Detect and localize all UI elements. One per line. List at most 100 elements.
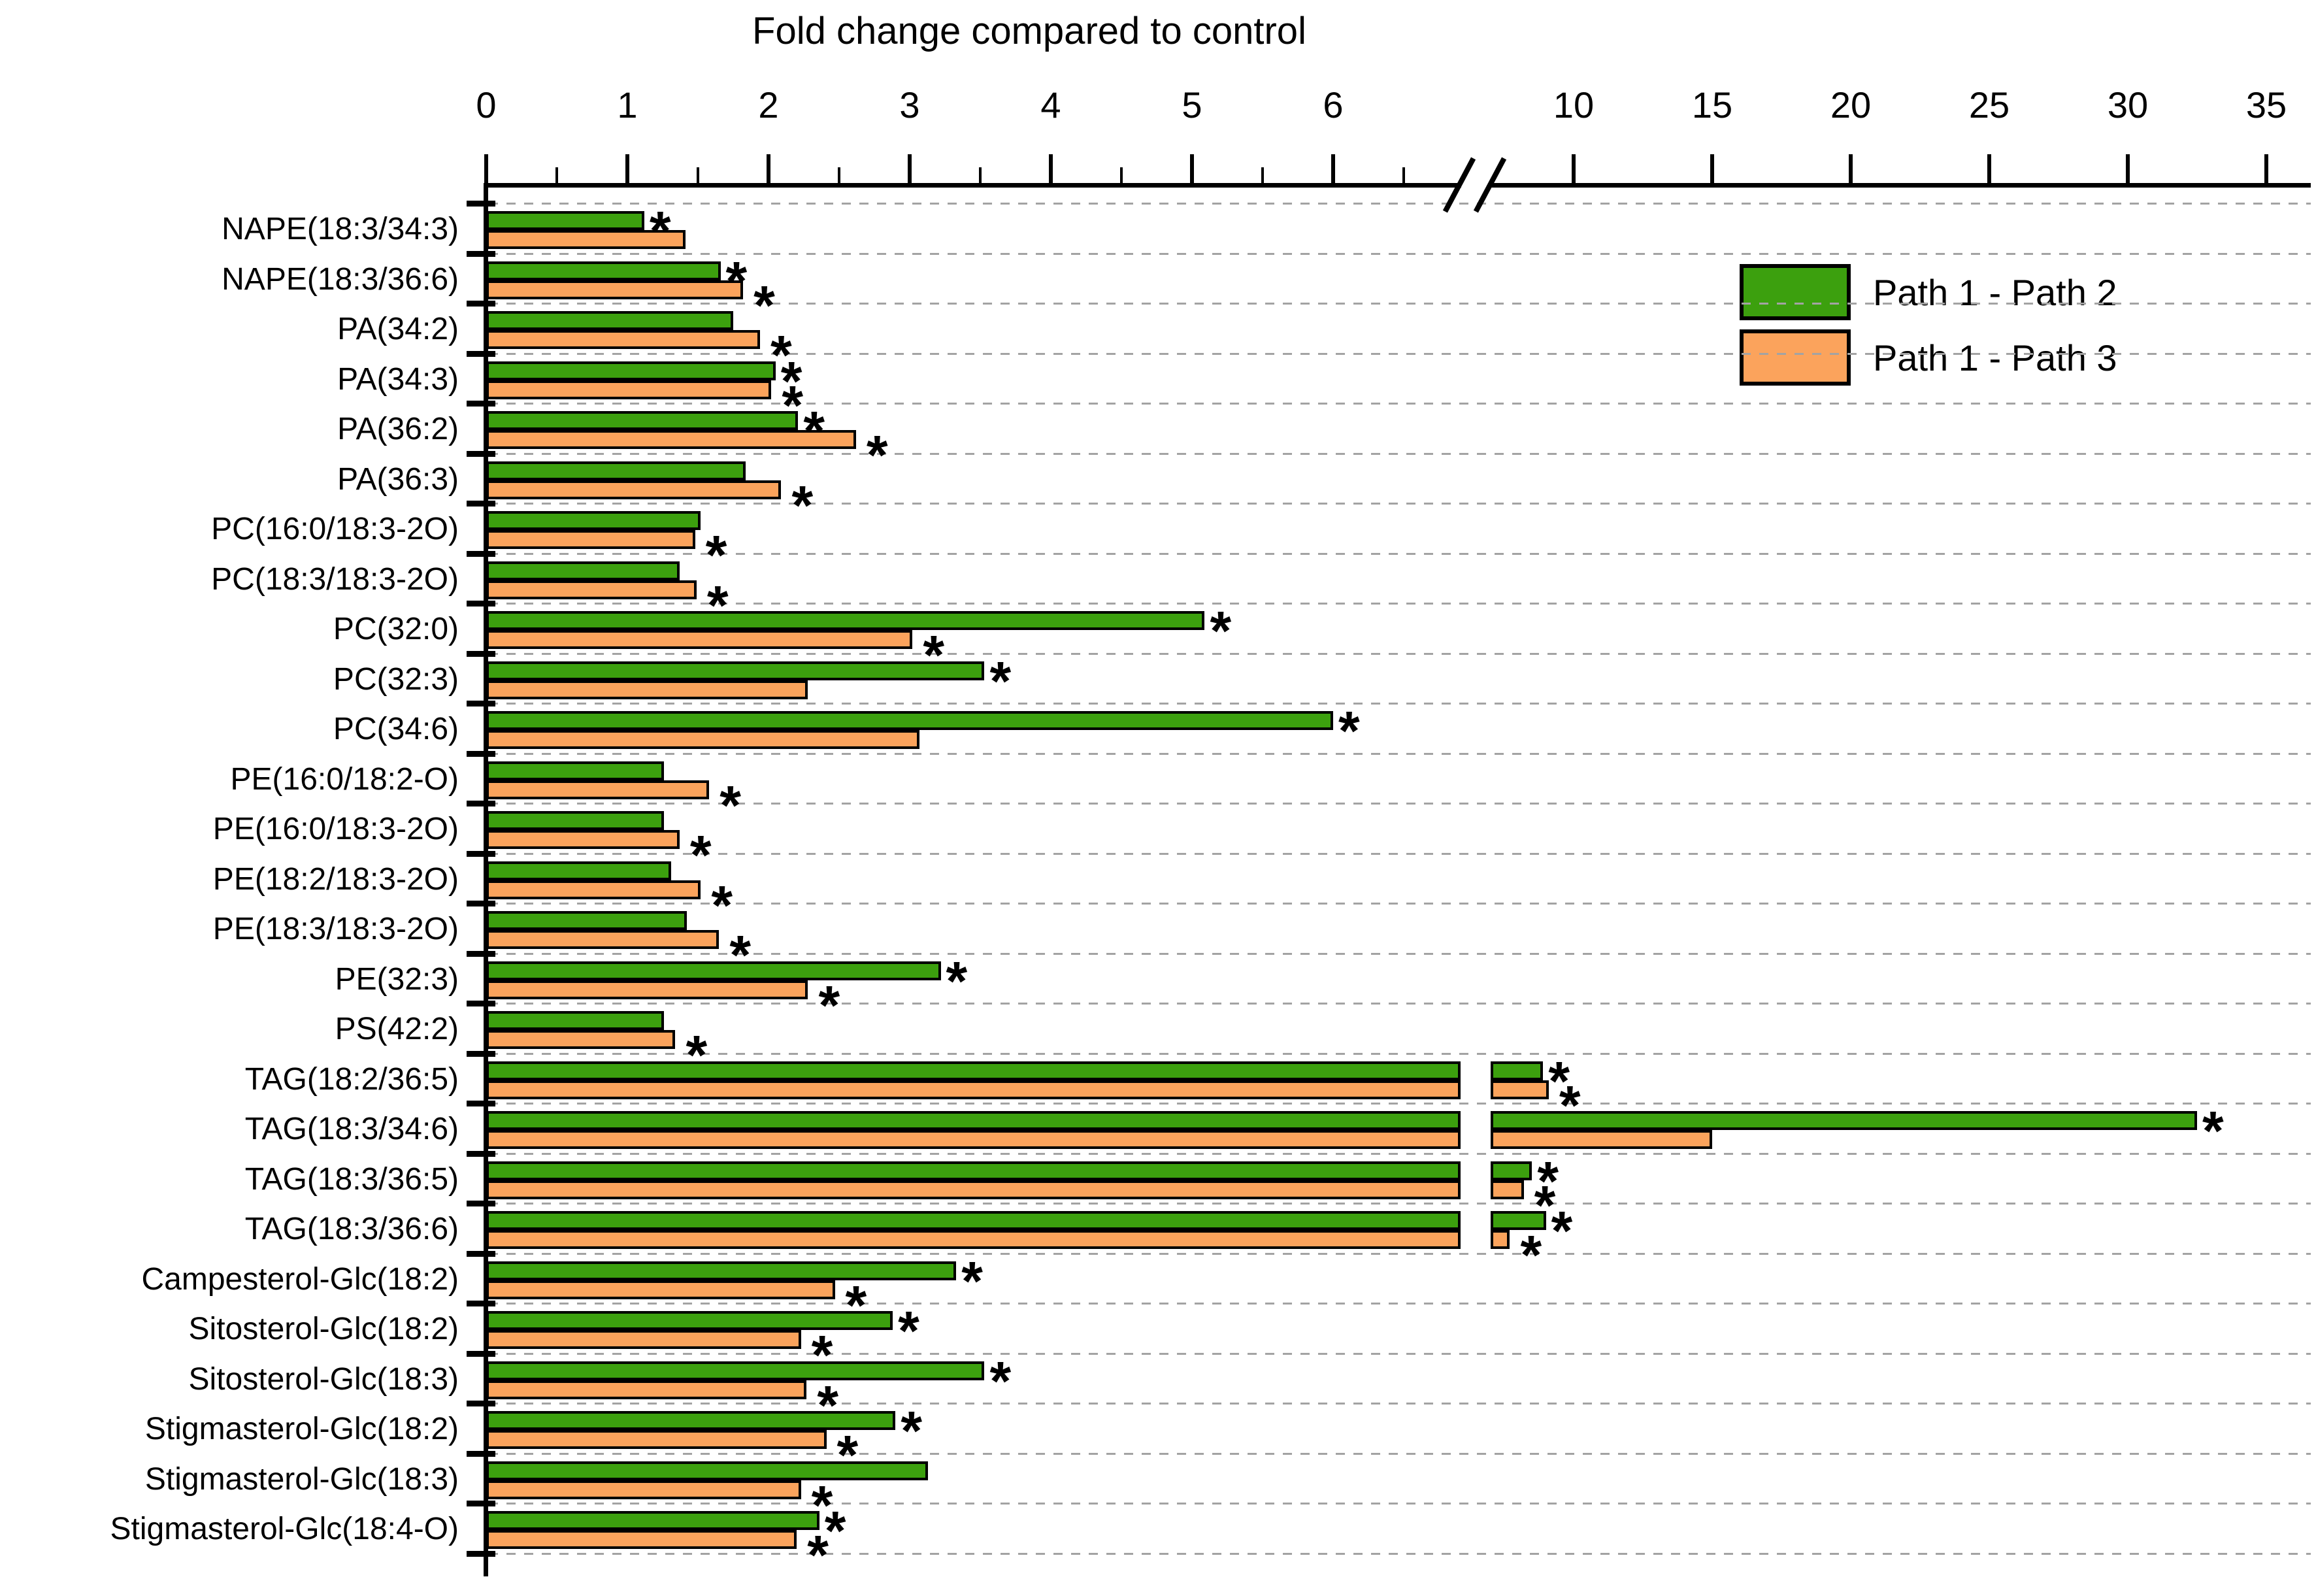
x-axis-tick-label: 3 [899,84,920,125]
category-label: PA(36:3) [337,461,459,497]
x-axis-major-tick [2126,154,2130,183]
significance-asterisk-green: * [961,1250,983,1312]
y-axis-tick [467,1501,495,1506]
y-axis-tick [467,350,495,357]
chart-title: Fold change compared to control [752,10,1306,52]
significance-asterisk-orange: * [1520,1224,1542,1286]
bar-path1-path2 [486,861,671,880]
bar-path1-path2 [486,611,1205,630]
gridline [489,752,2311,755]
significance-asterisk-green: * [803,400,825,461]
significance-asterisk-green: * [898,1300,919,1361]
bar-path1-path3 [486,1530,797,1549]
bar-path1-path2 [486,561,680,580]
x-axis-major-tick [908,154,912,183]
y-axis-tick [467,601,495,607]
y-axis-tick [467,950,495,957]
bar-path1-path3 [486,1280,835,1299]
y-axis-tick [467,901,495,906]
x-axis-minor-tick [1261,167,1264,183]
legend-label-path2: Path 1 - Path 2 [1873,271,2117,313]
x-axis-tick-label: 4 [1040,84,1061,125]
x-axis-major-tick [2264,154,2268,183]
bar-path1-path3 [486,880,701,899]
x-axis-tick-label: 30 [2107,84,2149,125]
y-axis-tick [467,301,495,307]
bar-path1-path3 [486,830,680,849]
category-label: PC(18:3/18:3-2O) [211,561,459,597]
y-axis-tick [467,650,495,657]
bar-path1-path2 [486,811,665,830]
legend: Path 1 - Path 2 Path 1 - Path 3 [1740,264,2117,395]
significance-asterisk-orange: * [791,474,814,536]
gridline [489,1052,2311,1055]
x-axis-tick-label: 25 [1968,84,2010,125]
significance-asterisk-orange: * [753,274,775,336]
significance-asterisk-green: * [946,950,968,1012]
category-label: Sitosterol-Glc(18:2) [188,1312,459,1346]
bar-path1-path2 [486,1261,957,1280]
x-axis-minor-tick [1402,167,1405,183]
y-axis-tick [467,1250,495,1257]
y-axis-tick [467,1550,495,1557]
significance-asterisk-green: * [824,1500,846,1561]
bar-path1-path3 [486,530,695,549]
x-axis-major-tick [1049,154,1053,183]
gridline [489,1152,2311,1155]
category-label: NAPE(18:3/34:3) [222,212,459,246]
y-axis-tick [467,401,495,407]
y-axis-tick [467,1350,495,1357]
x-axis-minor-tick [697,167,699,183]
bar-path1-path3 [1491,1130,1712,1149]
bar-path1-path3 [486,1230,1461,1249]
bar-path1-path2 [486,1411,896,1430]
legend-swatch-orange [1740,329,1851,386]
bar-path1-path3 [486,630,913,649]
category-label: PC(32:3) [333,661,459,697]
x-axis-major-tick [484,154,488,183]
bar-path1-path2 [486,1511,819,1530]
significance-asterisk-green: * [649,200,671,261]
bar-path1-path2 [486,1011,665,1030]
bar-path1-path2 [486,761,665,780]
y-axis-tick [467,850,495,857]
category-label: Stigmasterol-Glc(18:4-O) [110,1512,459,1546]
bar-path1-path3 [486,230,686,249]
category-label: PA(36:2) [337,412,459,446]
significance-asterisk-green: * [989,1350,1012,1412]
bar-path1-path3 [486,1130,1461,1149]
x-axis-major-tick [1849,154,1853,183]
x-axis-tick-label: 5 [1182,84,1202,125]
category-label: TAG(18:3/36:5) [244,1161,459,1197]
y-axis-tick [467,501,495,507]
x-axis-minor-tick [979,167,982,183]
x-axis-minor-tick [1120,167,1123,183]
bar-path1-path3 [486,1080,1461,1099]
x-axis-line [484,183,2311,188]
bar-path1-path2 [486,1311,893,1330]
y-axis-tick [467,1201,495,1206]
significance-asterisk-green: * [1338,700,1360,761]
significance-asterisk-green: * [989,650,1012,712]
significance-asterisk-orange: * [807,1524,829,1586]
bar-path1-path2 [486,1111,1461,1130]
category-label: PE(32:3) [335,961,459,997]
category-label: PE(16:0/18:3-2O) [212,812,459,846]
gridline [489,1552,2311,1555]
x-axis-minor-tick [838,167,840,183]
gridline [489,352,2311,355]
gridline [489,1252,2311,1255]
significance-asterisk-orange: * [720,774,741,836]
category-label: Stigmasterol-Glc(18:3) [144,1461,459,1497]
significance-asterisk-green: * [1551,1200,1573,1261]
bar-path1-path2 [486,961,941,980]
bar-path1-path3 [486,280,744,299]
bar-path1-path2 [1491,1061,1544,1080]
category-label: TAG(18:3/36:6) [244,1212,459,1246]
bar-path1-path2 [486,361,776,380]
gridline [489,452,2311,455]
gridline [489,803,2311,805]
x-axis-major-tick [767,154,770,183]
bar-path1-path3 [486,680,808,699]
